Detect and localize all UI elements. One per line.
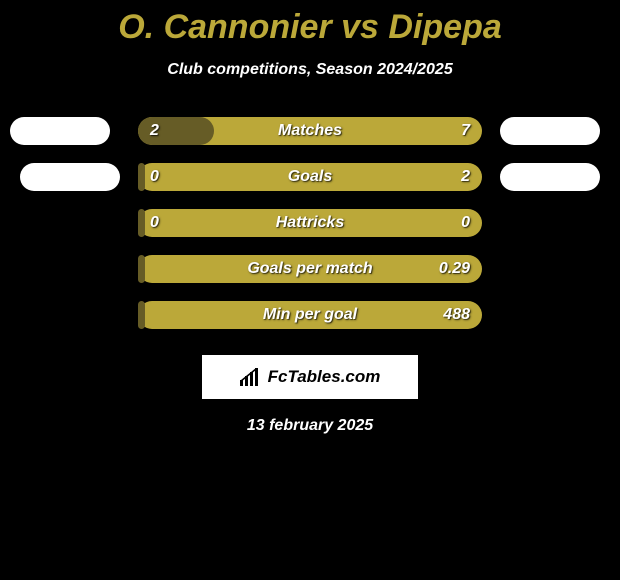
- page-title: O. Cannonier vs Dipepa: [0, 0, 620, 47]
- stat-value-left: 0: [150, 163, 159, 191]
- stat-label: Goals per match: [138, 255, 482, 283]
- stat-row: Hattricks0 0: [0, 209, 620, 239]
- comparison-rows: Matches27Goals02Hattricks00Goals per mat…: [0, 117, 620, 331]
- stat-value-right: 7: [461, 117, 470, 145]
- stat-label: Hattricks: [138, 209, 482, 237]
- stat-label: Min per goal: [138, 301, 482, 329]
- stat-row: Matches2 7: [0, 117, 620, 147]
- brand-text: FcTables.com: [268, 367, 381, 387]
- chart-icon: [240, 368, 262, 386]
- stat-value-left: 2: [150, 117, 159, 145]
- page-subtitle: Club competitions, Season 2024/2025: [0, 61, 620, 79]
- stat-row: Goals per match0.29: [0, 255, 620, 285]
- stat-row: Goals0 2: [0, 163, 620, 193]
- brand-badge: FcTables.com: [202, 355, 418, 399]
- stat-label: Matches: [138, 117, 482, 145]
- stat-value-right: 0: [461, 209, 470, 237]
- team-pill-left: [20, 163, 120, 191]
- stat-value-left: 0: [150, 209, 159, 237]
- team-pill-left: [10, 117, 110, 145]
- footer-date: 13 february 2025: [0, 417, 620, 435]
- stat-label: Goals: [138, 163, 482, 191]
- stat-value-right: 0.29: [439, 255, 470, 283]
- stat-value-right: 2: [461, 163, 470, 191]
- stat-row: Min per goal488: [0, 301, 620, 331]
- team-pill-right: [500, 163, 600, 191]
- stat-value-right: 488: [443, 301, 470, 329]
- team-pill-right: [500, 117, 600, 145]
